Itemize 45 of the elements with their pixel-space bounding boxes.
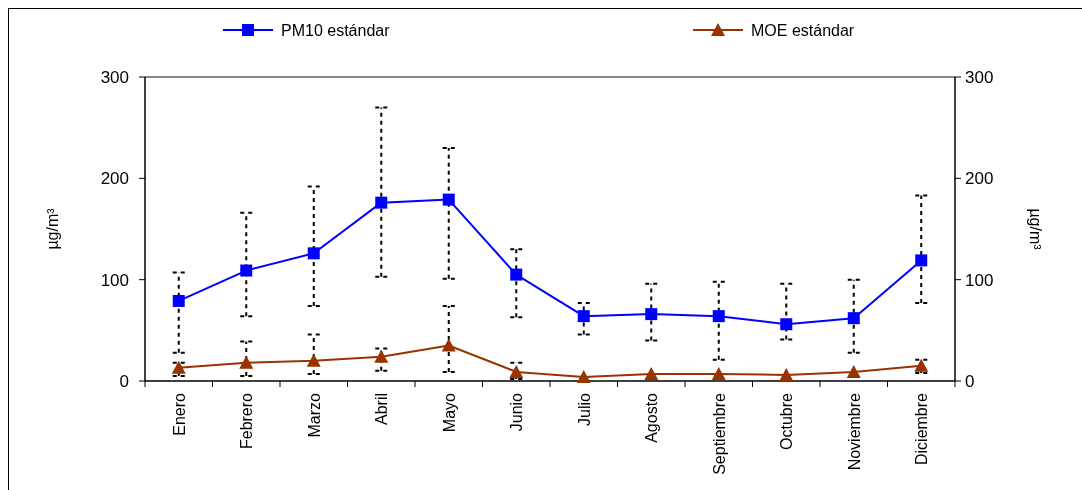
point (510, 268, 523, 281)
point (847, 312, 860, 325)
y2-tick-label: 200 (965, 169, 994, 189)
x-tick-label: Junio (508, 392, 526, 432)
x-tick-label: Marzo (305, 392, 323, 438)
point (441, 338, 456, 352)
point (307, 247, 320, 260)
y-tick-label: 0 (119, 371, 129, 391)
point (239, 355, 254, 369)
point (644, 366, 659, 380)
x-tick-label: Noviembre (845, 392, 863, 471)
point (306, 353, 321, 367)
legend-label: MOE estándar (751, 21, 855, 39)
point (712, 310, 725, 323)
x-tick-label: Octubre (778, 392, 796, 450)
point (779, 367, 794, 381)
x-tick-label: Agosto (643, 392, 661, 443)
x-tick-label: Abril (373, 393, 391, 426)
point (442, 193, 455, 206)
x-tick-label: Septiembre (710, 392, 728, 475)
y2-tick-label: 100 (965, 270, 994, 290)
x-tick-label: Diciembre (913, 392, 931, 466)
y-axis-title: µg/m³ (44, 207, 61, 250)
point (915, 254, 928, 267)
point (374, 349, 389, 363)
y-tick-label: 100 (100, 270, 129, 290)
point (711, 366, 726, 380)
x-tick-label: Febrero (238, 392, 256, 450)
y2-axis-title: µg/m³ (1027, 208, 1044, 251)
y2-tick-label: 300 (965, 67, 994, 87)
x-tick-label: Enero (170, 392, 188, 436)
point (240, 264, 253, 277)
x-tick-label: Mayo (440, 392, 458, 433)
point (172, 294, 185, 307)
point (846, 364, 861, 378)
point (780, 318, 793, 331)
y-tick-label: 200 (100, 169, 129, 189)
y-tick-label: 300 (100, 67, 129, 87)
point (645, 308, 658, 321)
point (576, 369, 591, 383)
x-tick-label: Julio (575, 392, 593, 426)
y2-tick-label: 0 (965, 371, 975, 391)
point (375, 196, 388, 209)
legend-label: PM10 estándar (281, 21, 391, 39)
point (577, 310, 590, 323)
